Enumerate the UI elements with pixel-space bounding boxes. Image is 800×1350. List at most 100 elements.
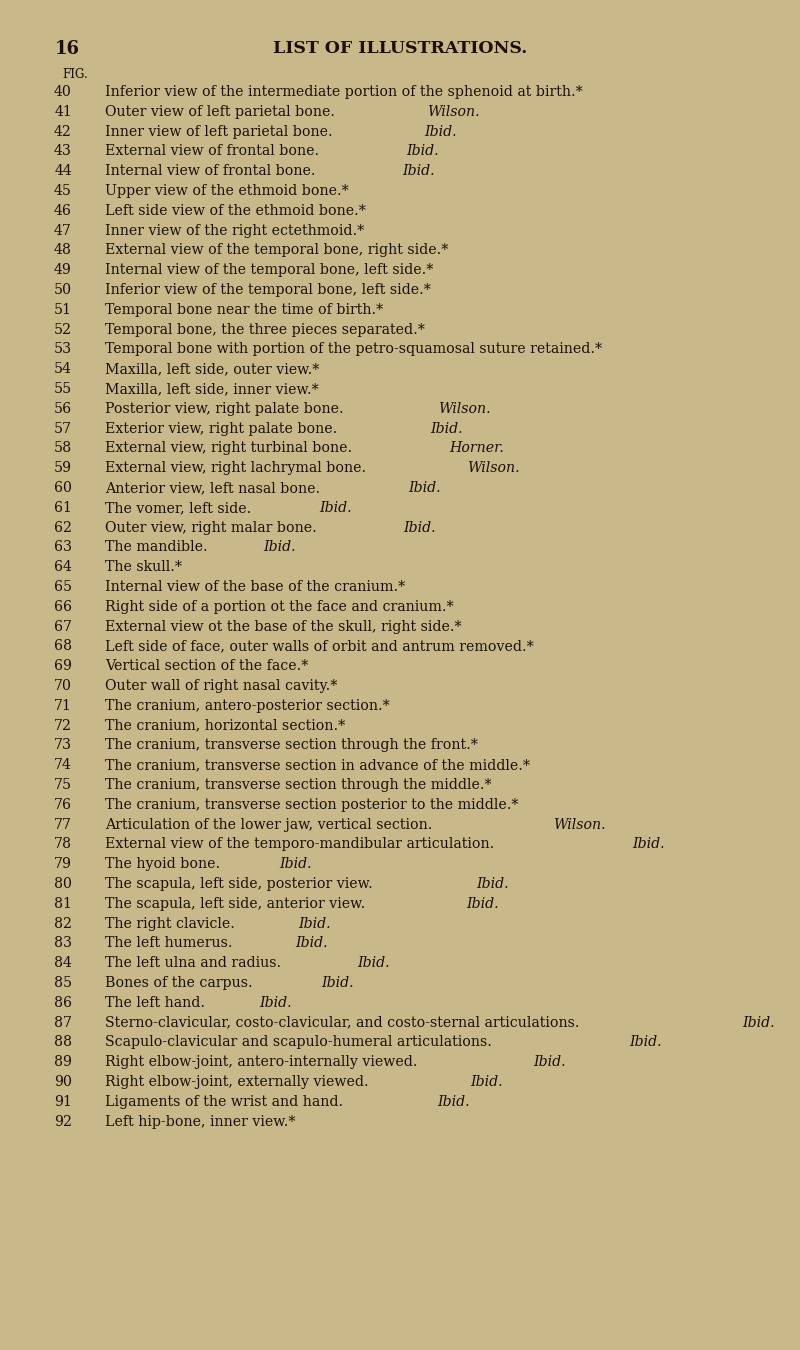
Text: 56: 56 — [54, 402, 72, 416]
Text: External view ot the base of the skull, right side.*: External view ot the base of the skull, … — [105, 620, 462, 633]
Text: Posterior view, right palate bone.: Posterior view, right palate bone. — [105, 402, 357, 416]
Text: External view, right turbinal bone.: External view, right turbinal bone. — [105, 441, 366, 455]
Text: 61: 61 — [54, 501, 72, 514]
Text: 58: 58 — [54, 441, 72, 455]
Text: Ligaments of the wrist and hand.: Ligaments of the wrist and hand. — [105, 1095, 357, 1108]
Text: Ibid.: Ibid. — [438, 1095, 470, 1108]
Text: Maxilla, left side, inner view.*: Maxilla, left side, inner view.* — [105, 382, 318, 396]
Text: Ibid.: Ibid. — [358, 956, 390, 971]
Text: Ibid.: Ibid. — [298, 917, 330, 930]
Text: 82: 82 — [54, 917, 72, 930]
Text: Ibid.: Ibid. — [295, 937, 327, 950]
Text: Sterno-clavicular, costo-clavicular, and costo-sternal articulations.: Sterno-clavicular, costo-clavicular, and… — [105, 1015, 593, 1030]
Text: 47: 47 — [54, 224, 72, 238]
Text: The scapula, left side, anterior view.: The scapula, left side, anterior view. — [105, 896, 378, 911]
Text: 74: 74 — [54, 759, 72, 772]
Text: The cranium, transverse section through the front.*: The cranium, transverse section through … — [105, 738, 478, 752]
Text: Maxilla, left side, outer view.*: Maxilla, left side, outer view.* — [105, 362, 319, 377]
Text: Wilson.: Wilson. — [427, 105, 480, 119]
Text: 45: 45 — [54, 184, 72, 198]
Text: 53: 53 — [54, 343, 72, 356]
Text: Wilson.: Wilson. — [467, 462, 520, 475]
Text: Temporal bone with portion of the petro-squamosal suture retained.*: Temporal bone with portion of the petro-… — [105, 343, 602, 356]
Text: 92: 92 — [54, 1115, 72, 1129]
Text: External view of the temporo-mandibular articulation.: External view of the temporo-mandibular … — [105, 837, 508, 852]
Text: 54: 54 — [54, 362, 72, 377]
Text: Ibid.: Ibid. — [408, 481, 441, 495]
Text: 62: 62 — [54, 521, 72, 535]
Text: Anterior view, left nasal bone.: Anterior view, left nasal bone. — [105, 481, 334, 495]
Text: 84: 84 — [54, 956, 72, 971]
Text: Internal view of the temporal bone, left side.*: Internal view of the temporal bone, left… — [105, 263, 434, 277]
Text: 51: 51 — [54, 302, 72, 317]
Text: The cranium, transverse section through the middle.*: The cranium, transverse section through … — [105, 778, 492, 792]
Text: 49: 49 — [54, 263, 72, 277]
Text: Left side view of the ethmoid bone.*: Left side view of the ethmoid bone.* — [105, 204, 366, 217]
Text: The cranium, horizontal section.*: The cranium, horizontal section.* — [105, 718, 346, 733]
Text: Temporal bone, the three pieces separated.*: Temporal bone, the three pieces separate… — [105, 323, 425, 336]
Text: The left hand.: The left hand. — [105, 996, 218, 1010]
Text: 16: 16 — [55, 40, 80, 58]
Text: External view of the temporal bone, right side.*: External view of the temporal bone, righ… — [105, 243, 448, 258]
Text: Vertical section of the face.*: Vertical section of the face.* — [105, 659, 308, 674]
Text: 55: 55 — [54, 382, 72, 396]
Text: The hyoid bone.: The hyoid bone. — [105, 857, 234, 871]
Text: 70: 70 — [54, 679, 72, 693]
Text: Ibid.: Ibid. — [424, 124, 457, 139]
Text: The vomer, left side.: The vomer, left side. — [105, 501, 265, 514]
Text: 81: 81 — [54, 896, 72, 911]
Text: External view, right lachrymal bone.: External view, right lachrymal bone. — [105, 462, 380, 475]
Text: Outer view, right malar bone.: Outer view, right malar bone. — [105, 521, 330, 535]
Text: The left humerus.: The left humerus. — [105, 937, 246, 950]
Text: Ibid.: Ibid. — [476, 878, 509, 891]
Text: Left side of face, outer walls of orbit and antrum removed.*: Left side of face, outer walls of orbit … — [105, 640, 534, 653]
Text: 86: 86 — [54, 996, 72, 1010]
Text: 87: 87 — [54, 1015, 72, 1030]
Text: 67: 67 — [54, 620, 72, 633]
Text: The scapula, left side, posterior view.: The scapula, left side, posterior view. — [105, 878, 386, 891]
Text: 73: 73 — [54, 738, 72, 752]
Text: Ibid.: Ibid. — [406, 144, 439, 158]
Text: 68: 68 — [54, 640, 72, 653]
Text: Ibid.: Ibid. — [319, 501, 352, 514]
Text: 59: 59 — [54, 462, 72, 475]
Text: Ibid.: Ibid. — [466, 896, 499, 911]
Text: 46: 46 — [54, 204, 72, 217]
Text: Ibid.: Ibid. — [633, 837, 666, 852]
Text: 63: 63 — [54, 540, 72, 555]
Text: Inner view of the right ectethmoid.*: Inner view of the right ectethmoid.* — [105, 224, 364, 238]
Text: Ibid.: Ibid. — [321, 976, 354, 990]
Text: 71: 71 — [54, 699, 72, 713]
Text: 83: 83 — [54, 937, 72, 950]
Text: 89: 89 — [54, 1056, 72, 1069]
Text: Outer wall of right nasal cavity.*: Outer wall of right nasal cavity.* — [105, 679, 338, 693]
Text: Articulation of the lower jaw, vertical section.: Articulation of the lower jaw, vertical … — [105, 818, 446, 832]
Text: 78: 78 — [54, 837, 72, 852]
Text: 91: 91 — [54, 1095, 72, 1108]
Text: 42: 42 — [54, 124, 72, 139]
Text: LIST OF ILLUSTRATIONS.: LIST OF ILLUSTRATIONS. — [273, 40, 527, 57]
Text: 60: 60 — [54, 481, 72, 495]
Text: 48: 48 — [54, 243, 72, 258]
Text: 85: 85 — [54, 976, 72, 990]
Text: Ibid.: Ibid. — [534, 1056, 566, 1069]
Text: 43: 43 — [54, 144, 72, 158]
Text: Ibid.: Ibid. — [742, 1015, 775, 1030]
Text: 41: 41 — [54, 105, 72, 119]
Text: Temporal bone near the time of birth.*: Temporal bone near the time of birth.* — [105, 302, 383, 317]
Text: 79: 79 — [54, 857, 72, 871]
Text: 75: 75 — [54, 778, 72, 792]
Text: 40: 40 — [54, 85, 72, 99]
Text: The right clavicle.: The right clavicle. — [105, 917, 248, 930]
Text: Ibid.: Ibid. — [630, 1035, 662, 1049]
Text: Inferior view of the intermediate portion of the sphenoid at birth.*: Inferior view of the intermediate portio… — [105, 85, 582, 99]
Text: Internal view of the base of the cranium.*: Internal view of the base of the cranium… — [105, 580, 406, 594]
Text: The left ulna and radius.: The left ulna and radius. — [105, 956, 294, 971]
Text: 80: 80 — [54, 878, 72, 891]
Text: 50: 50 — [54, 284, 72, 297]
Text: Horner.: Horner. — [450, 441, 504, 455]
Text: Right elbow-joint, externally viewed.: Right elbow-joint, externally viewed. — [105, 1075, 382, 1089]
Text: The cranium, transverse section posterior to the middle.*: The cranium, transverse section posterio… — [105, 798, 518, 811]
Text: Right elbow-joint, antero-internally viewed.: Right elbow-joint, antero-internally vie… — [105, 1056, 431, 1069]
Text: 65: 65 — [54, 580, 72, 594]
